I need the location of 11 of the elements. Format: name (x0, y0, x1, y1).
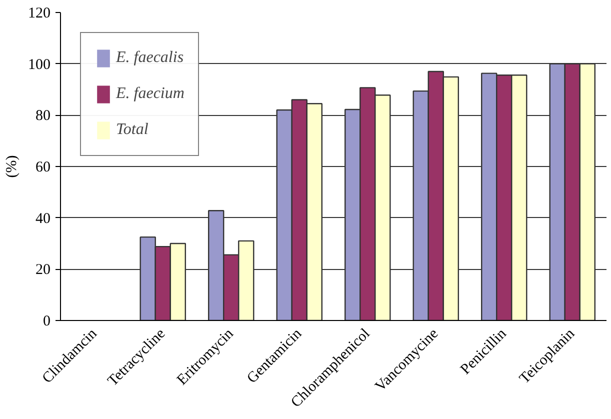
legend-label: E. faecalis (116, 49, 184, 67)
y-tick-label: 80 (36, 108, 50, 124)
y-axis-title: (%) (4, 155, 20, 178)
y-tick-label: 40 (36, 210, 50, 227)
y-tick-label: 100 (28, 56, 50, 73)
legend-label: E. faecium (116, 85, 184, 103)
y-tick-label: 60 (36, 160, 50, 176)
legend-label: Total (116, 121, 148, 139)
y-tick-label: 120 (28, 6, 50, 22)
y-tick-label: 20 (36, 262, 50, 278)
y-tick-label: 0 (43, 314, 50, 330)
